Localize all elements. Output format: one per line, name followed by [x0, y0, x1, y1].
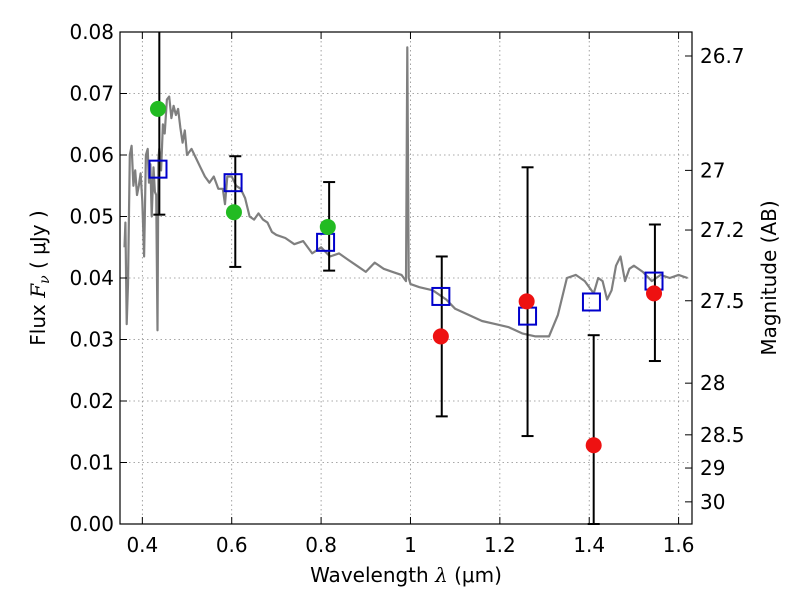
grid-lines	[120, 31, 692, 525]
y2-axis-label: Magnitude (AB)	[757, 200, 781, 355]
axes: 0.4 0.6 0.8 1 1.2 1.4 1.6 0.00 0.01 0.02 0.03 0.04 0…	[69, 20, 744, 557]
x-axis-label: Wavelength λ (μm)	[310, 563, 502, 587]
green-data-point	[319, 218, 336, 235]
red-data-point	[518, 293, 535, 310]
y2-tick-label: 27.5	[700, 289, 745, 313]
y2-tick-label: 26.7	[700, 44, 745, 68]
red-data-point	[646, 285, 663, 302]
x-tick-label: 0.6	[216, 533, 248, 557]
y-axis-label: Flux Fν ( μJy )	[26, 210, 53, 345]
x-tick-label: 0.8	[305, 533, 337, 557]
y-tick-label: 0.04	[69, 266, 114, 290]
model-photometry-squares	[148, 159, 664, 326]
y-tick-label: 0.03	[69, 328, 114, 352]
y-tick-label: 0.00	[69, 512, 114, 536]
red-data-point	[432, 328, 449, 345]
green-data-point	[225, 204, 242, 221]
y-tick-label: 0.08	[69, 20, 114, 44]
model-spectrum-line	[123, 46, 688, 338]
model-square-point	[148, 159, 168, 179]
model-square-point	[581, 292, 601, 312]
y-tick-label: 0.07	[69, 82, 114, 106]
x-tick-label: 1.6	[663, 533, 695, 557]
x-tick-label: 0.4	[126, 533, 158, 557]
model-spectrum	[123, 46, 688, 338]
model-square-point	[431, 286, 451, 306]
y2-tick-label: 27	[700, 158, 725, 182]
y-tick-label: 0.06	[69, 143, 114, 167]
y2-tick-label: 30	[700, 490, 725, 514]
y2-tick-label: 28	[700, 371, 725, 395]
y2-tick-label: 27.2	[700, 218, 745, 242]
x-tick-label: 1.4	[573, 533, 605, 557]
y2-tick-label: 29	[700, 456, 725, 480]
y-tick-label: 0.01	[69, 451, 114, 475]
model-square-point	[223, 173, 243, 193]
red-data-point	[585, 437, 602, 454]
x-tick-label: 1.2	[484, 533, 516, 557]
green-data-point	[149, 100, 166, 117]
y-tick-label: 0.05	[69, 205, 114, 229]
y2-tick-label: 28.5	[700, 423, 745, 447]
x-tick-label: 1	[404, 533, 417, 557]
y-tick-label: 0.02	[69, 389, 114, 413]
observed-points	[149, 100, 663, 454]
